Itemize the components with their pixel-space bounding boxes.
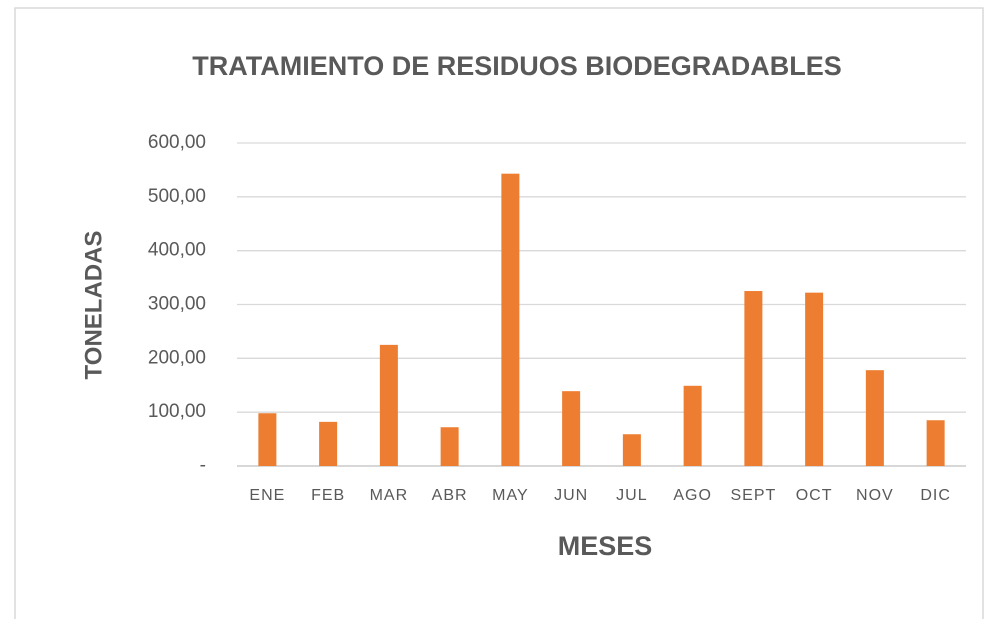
bar [379,344,398,466]
bar [683,385,702,466]
chart-frame [14,7,984,619]
x-tick-label: JUN [554,487,588,504]
x-tick-label: SEPT [730,487,776,504]
x-tick-label: DIC [920,487,951,504]
x-axis-label: MESES [558,531,653,561]
bar [865,370,884,466]
y-axis-label: TONELADAS [80,231,107,380]
x-tick-label: MAR [370,487,409,504]
x-tick-label: ENE [249,487,285,504]
bar [622,434,641,466]
bar [926,420,945,466]
y-tick-label: 600,00 [148,132,206,153]
x-tick-label: AGO [673,487,712,504]
bar [562,391,581,466]
x-tick-label: NOV [856,487,894,504]
chart-title: TRATAMIENTO DE RESIDUOS BIODEGRADABLES [192,51,842,81]
x-tick-label: OCT [796,487,833,504]
y-tick-label: 500,00 [148,186,206,207]
x-tick-label: JUL [616,487,647,504]
bar [440,427,459,466]
bar [744,291,763,466]
x-tick-label: ABR [432,487,468,504]
bar [805,292,824,466]
bar [319,421,338,466]
x-tick-label: FEB [311,487,345,504]
bar [258,413,277,466]
x-tick-label: MAY [492,487,528,504]
y-tick-label: - [200,455,206,476]
y-tick-label: 300,00 [148,294,206,315]
y-tick-label: 100,00 [148,401,206,422]
bar [501,173,520,466]
y-tick-label: 200,00 [148,347,206,368]
y-tick-label: 400,00 [148,240,206,261]
